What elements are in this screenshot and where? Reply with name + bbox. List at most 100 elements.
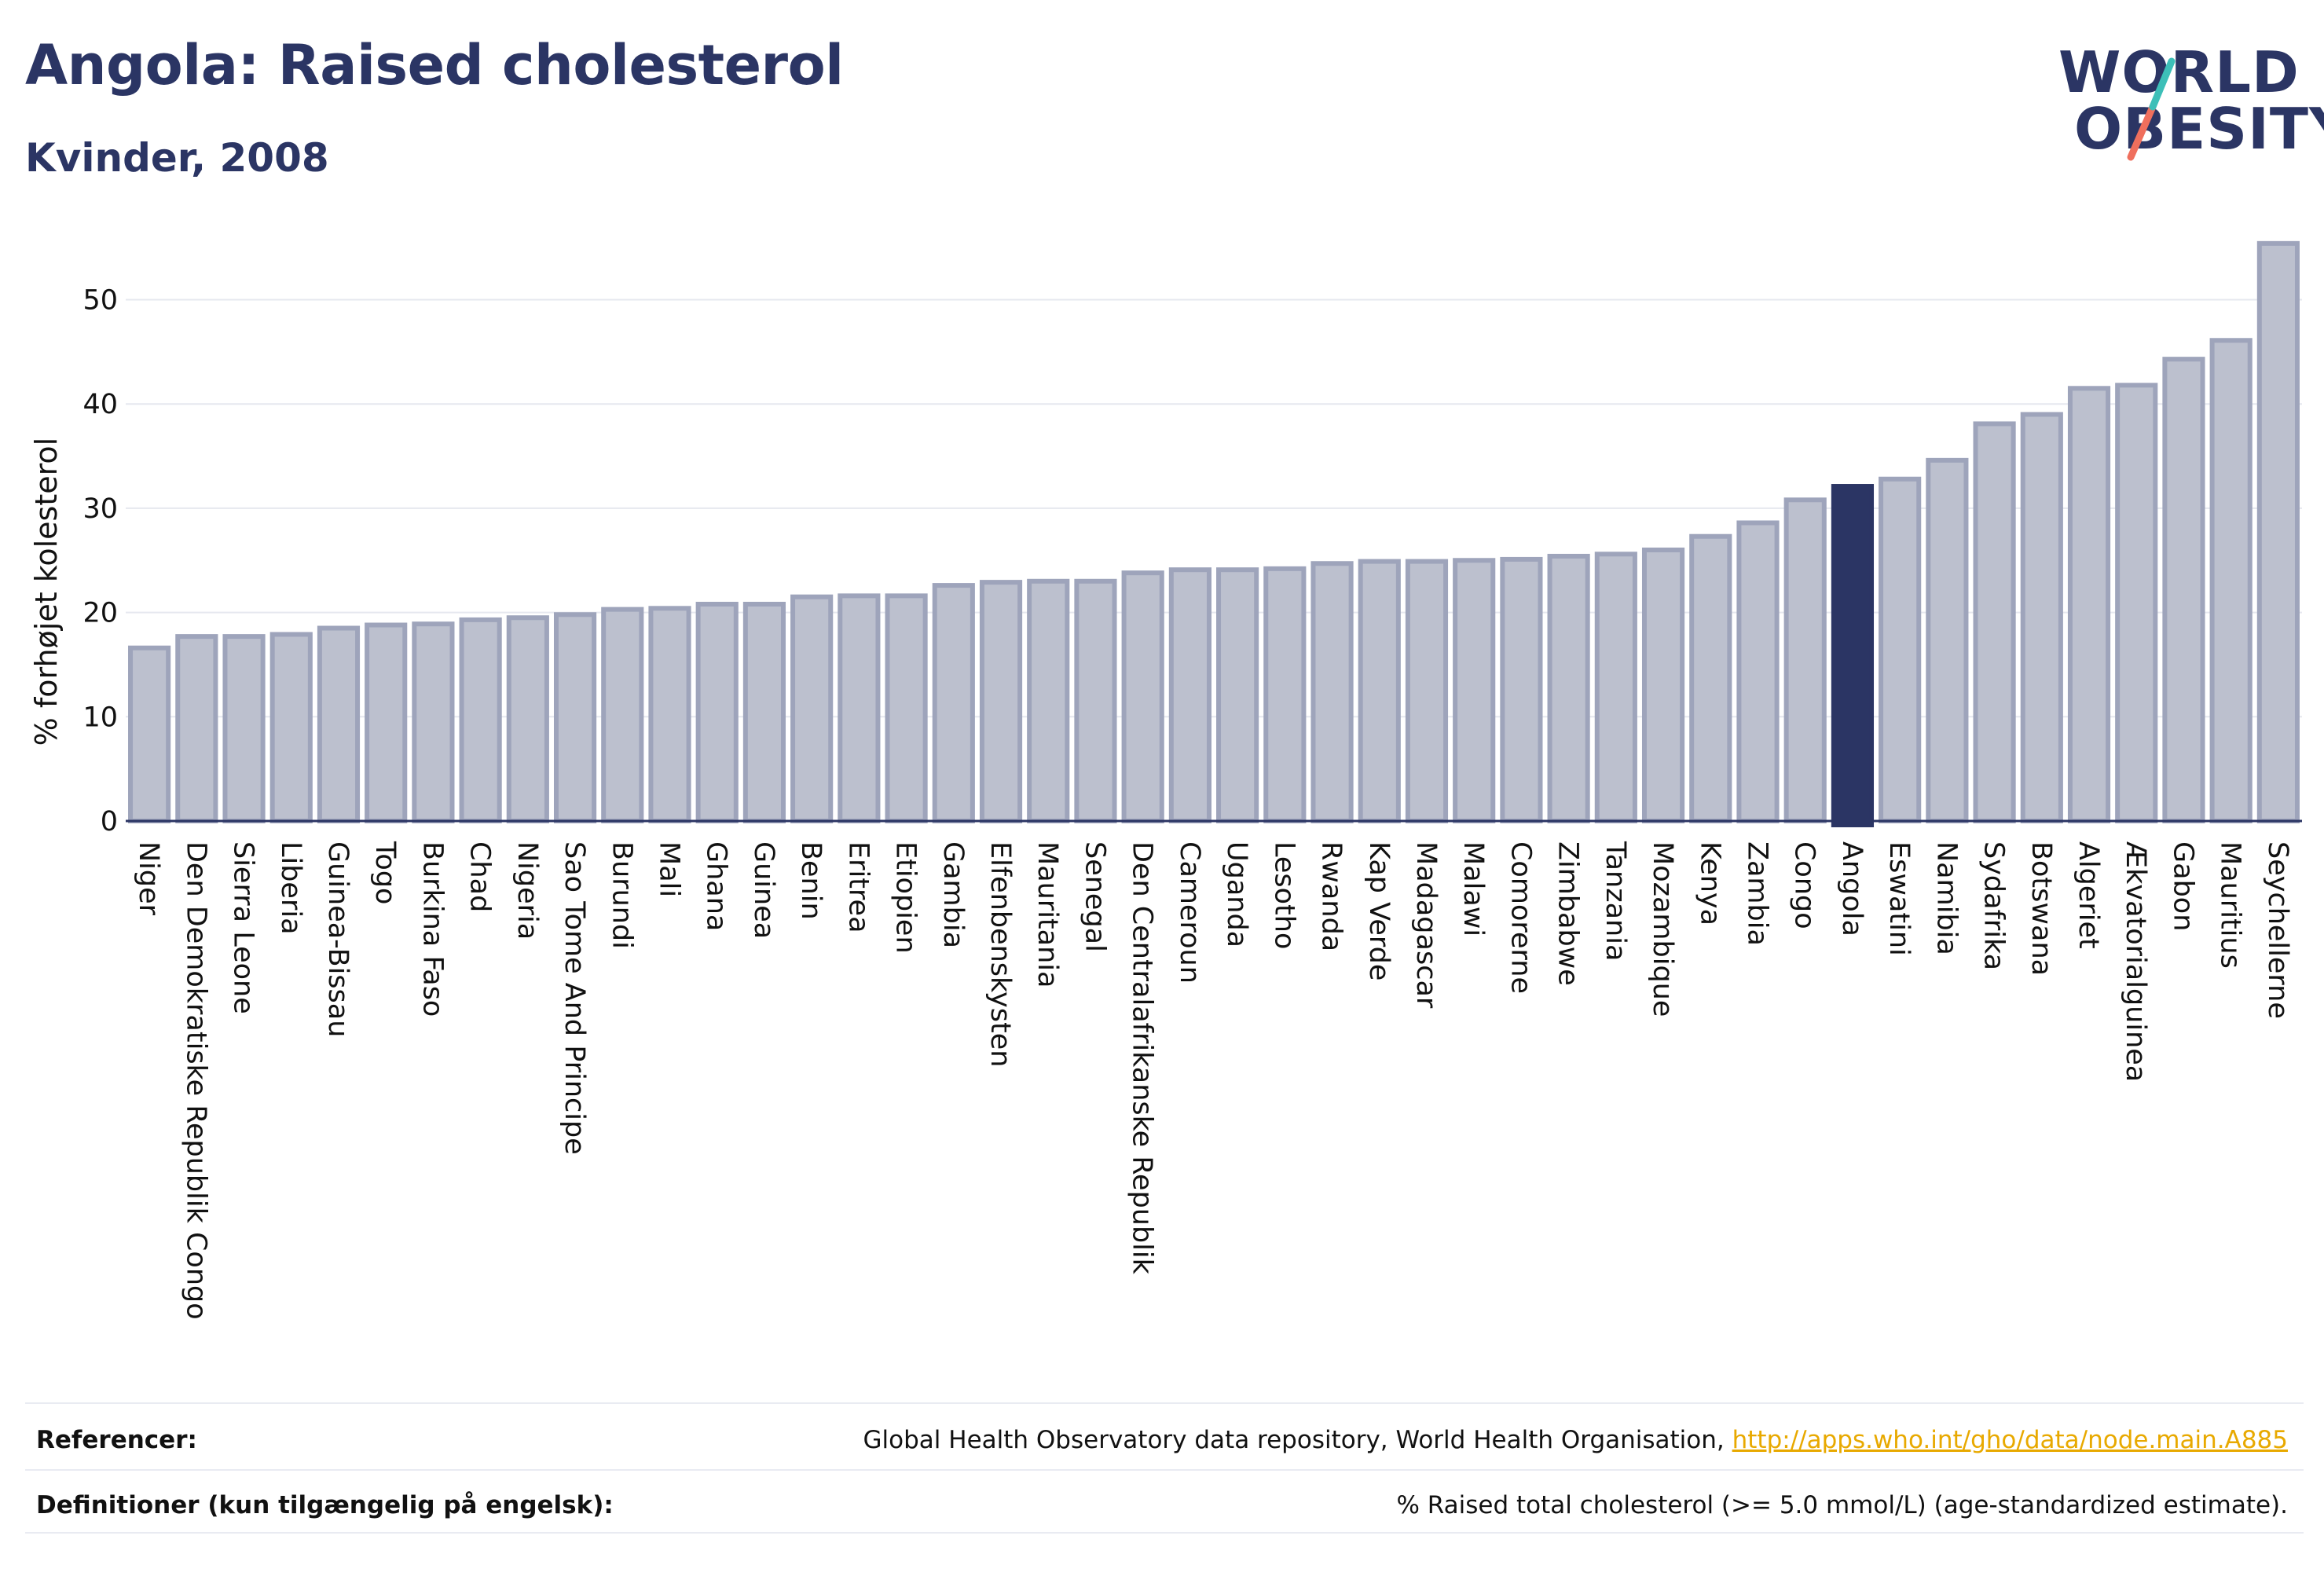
bar-mauritius[interactable] — [2209, 338, 2253, 824]
world-obesity-logo: WORLD OBESITY — [2043, 24, 2324, 165]
x-tick-label: Namibia — [1930, 841, 1962, 955]
x-tick-label: Seychellerne — [2262, 841, 2293, 1019]
chart-title: Angola: Raised cholesterol — [25, 33, 844, 97]
x-tick-label: Mauritius — [2215, 841, 2246, 969]
bar-elfenbenskysten[interactable] — [979, 580, 1023, 823]
bar-madagascar[interactable] — [1405, 559, 1449, 823]
bar-algeriet[interactable] — [2067, 386, 2111, 824]
x-tick-label: Guinea — [748, 841, 779, 939]
references-text: Global Health Observatory data repositor… — [863, 1426, 2288, 1454]
x-tick-label: Comorerne — [1505, 841, 1536, 994]
x-tick-label: Angola — [1836, 841, 1868, 936]
bar-mali[interactable] — [648, 606, 691, 823]
x-tick-label: Sao Tome And Principe — [559, 841, 590, 1155]
chart-subtitle: Kvinder, 2008 — [25, 135, 329, 181]
references-label: Referencer: — [36, 1426, 197, 1454]
y-axis-ticks: 0 10 20 30 40 50 — [82, 285, 118, 838]
logo-slash-icon — [2127, 57, 2176, 161]
bar-burkina-faso[interactable] — [412, 621, 455, 824]
x-tick-label: Mali — [654, 841, 685, 897]
bar-tanzania[interactable] — [1594, 552, 1637, 823]
y-axis-label: % forhøjet kolesterol — [29, 438, 64, 746]
x-tick-label: Burkina Faso — [416, 841, 448, 1017]
x-tick-label: Rwanda — [1316, 841, 1347, 951]
x-tick-label: Togo — [369, 841, 401, 904]
x-tick-label: Algeriet — [2073, 841, 2104, 949]
x-tick-label: Madagascar — [1410, 841, 1442, 1009]
x-tick-label: Chad — [464, 841, 496, 912]
bar-ghana[interactable] — [695, 601, 739, 823]
bar-kenya[interactable] — [1689, 533, 1732, 823]
x-tick-label: Senegal — [1079, 841, 1110, 952]
footer-divider — [25, 1469, 2304, 1471]
x-tick-label: Den Demokratiske Republik Congo — [180, 841, 211, 1320]
bar-rwanda[interactable] — [1310, 561, 1354, 823]
y-tick-label: 0 — [101, 806, 118, 837]
bar-den-demokratiske-republik-congo[interactable] — [175, 634, 218, 823]
x-tick-label: Nigeria — [511, 841, 543, 940]
definitions-label: Definitioner (kun tilgængelig på engelsk… — [36, 1491, 614, 1519]
bar-ækvatorialguinea[interactable] — [2115, 383, 2158, 823]
bar-comorerne[interactable] — [1500, 556, 1543, 823]
bar-etiopien[interactable] — [885, 593, 928, 823]
bar-liberia[interactable] — [269, 632, 313, 823]
x-tick-label: Gabon — [2167, 841, 2198, 931]
bar-eritrea[interactable] — [838, 593, 881, 823]
bar-malawi[interactable] — [1453, 558, 1496, 823]
bar-chad[interactable] — [459, 617, 502, 823]
x-tick-label: Malawi — [1457, 841, 1489, 936]
footer-divider — [25, 1402, 2304, 1404]
definitions-text: % Raised total cholesterol (>= 5.0 mmol/… — [1396, 1491, 2288, 1519]
bar-gabon[interactable] — [2162, 357, 2205, 824]
bar-kap-verde[interactable] — [1358, 559, 1401, 823]
bar-gambia[interactable] — [932, 583, 975, 823]
bar-den-centralafrikanske-republik[interactable] — [1121, 570, 1164, 823]
x-tick-label: Benin — [795, 841, 827, 920]
x-tick-label: Mauritania — [1032, 841, 1063, 988]
bar-mozambique[interactable] — [1641, 547, 1685, 823]
x-tick-label: Kap Verde — [1363, 841, 1395, 980]
references-link[interactable]: http://apps.who.int/gho/data/node.main.A… — [1732, 1426, 2288, 1454]
bar-senegal[interactable] — [1074, 578, 1117, 823]
bar-mauritania[interactable] — [1027, 578, 1070, 823]
bar-angola[interactable] — [1831, 484, 1875, 827]
bar-guinea-bissau[interactable] — [317, 625, 361, 823]
x-tick-label: Gambia — [937, 841, 969, 948]
bar-uganda[interactable] — [1216, 567, 1259, 823]
x-tick-label: Zimbabwe — [1552, 841, 1584, 986]
references-source: Global Health Observatory data repositor… — [863, 1426, 1732, 1454]
y-tick-label: 40 — [82, 389, 118, 420]
bar-chart: 0 10 20 30 40 50 Niger Den Demokratiske Republ… — [29, 240, 2302, 1320]
bar-zimbabwe[interactable] — [1547, 553, 1590, 823]
bar-burundi[interactable] — [601, 607, 644, 824]
x-axis-labels: Niger Den Demokratiske Republik Congo Sier… — [133, 841, 2293, 1320]
bar-seychellerne[interactable] — [2256, 240, 2300, 824]
bar-guinea[interactable] — [742, 601, 786, 823]
x-tick-label: Tanzania — [1600, 841, 1631, 961]
bar-sierra-leone[interactable] — [222, 634, 266, 823]
bar-sao-tome-and-principe[interactable] — [553, 612, 597, 824]
y-tick-label: 30 — [82, 493, 118, 525]
bar-congo[interactable] — [1783, 497, 1827, 823]
x-tick-label: Cameroun — [1174, 841, 1205, 984]
bar-sydafrika[interactable] — [1973, 421, 2016, 823]
bar-niger[interactable] — [128, 645, 171, 824]
x-tick-label: Liberia — [275, 841, 306, 935]
bar-nigeria[interactable] — [506, 615, 549, 823]
x-tick-label: Guinea-Bissau — [322, 841, 354, 1037]
bar-cameroun[interactable] — [1168, 567, 1211, 823]
bar-eswatini[interactable] — [1879, 476, 1922, 823]
bar-togo[interactable] — [365, 622, 408, 823]
y-tick-label: 50 — [82, 285, 118, 317]
bar-zambia[interactable] — [1736, 520, 1780, 823]
y-tick-label: 20 — [82, 598, 118, 629]
bar-lesotho[interactable] — [1263, 566, 1307, 823]
x-tick-label: Elfenbenskysten — [984, 841, 1016, 1067]
y-tick-label: 10 — [82, 702, 118, 733]
x-tick-label: Sydafrika — [1978, 841, 2010, 970]
x-tick-label: Botswana — [2025, 841, 2057, 976]
bar-namibia[interactable] — [1926, 457, 1969, 823]
x-tick-label: Lesotho — [1268, 841, 1299, 949]
bar-botswana[interactable] — [2020, 412, 2063, 824]
bar-benin[interactable] — [790, 594, 834, 823]
